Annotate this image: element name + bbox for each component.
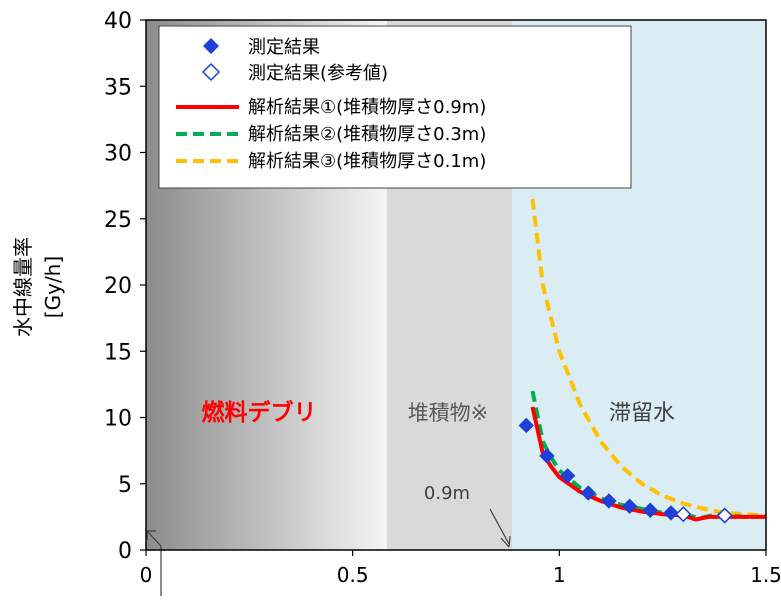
y-axis-ticks: 0 5 10 15 20 25 30 35 40 (104, 9, 146, 564)
series-layer (518, 198, 767, 524)
y-tick-label: 15 (104, 340, 132, 365)
legend-symbol-reference (201, 62, 221, 82)
legend-label-analysis-3: 解析結果③(堆積物厚さ0.1m) (248, 151, 486, 172)
data-point-reference (716, 507, 733, 524)
annotation-arrow-line (489, 508, 510, 545)
legend-label-analysis-2: 解析結果②(堆積物厚さ0.3m) (248, 124, 486, 145)
data-point-measured (518, 417, 534, 434)
legend-label-analysis-1: 解析結果①(堆積物厚さ0.9m) (248, 97, 486, 118)
y-axis-label: 水中線量率 [Gy/h] (11, 237, 65, 337)
x-tick-label: 0 (140, 563, 153, 587)
annotation-label: 0.9m (424, 483, 470, 504)
annotation-0-9m: 0.9m (424, 483, 511, 548)
y-tick-label: 10 (104, 407, 132, 432)
series-line-3 (530, 390, 766, 521)
y-tick-label: 20 (104, 274, 132, 299)
data-point-measured (539, 448, 555, 464)
data-point-measured (621, 498, 638, 514)
y-axis-label-line1: 水中線量率 (11, 237, 35, 337)
region-label-deposit: 堆積物※ (408, 401, 489, 425)
region-labels: 燃料デブリ 堆積物※ 滞留水 (202, 399, 676, 426)
region-label-water: 滞留水 (609, 401, 675, 426)
data-point-measured (559, 468, 576, 484)
x-tick-label: 0.5 (337, 563, 369, 587)
series-line-4 (530, 198, 767, 518)
data-point-measured (642, 502, 658, 518)
data-point-measured (663, 505, 679, 521)
legend-label-reference: 測定結果(参考値) (248, 63, 388, 84)
origin-marker-arrow (146, 530, 162, 547)
legend-symbol-measured (203, 38, 219, 54)
y-tick-label: 25 (104, 208, 132, 233)
annotation-arrowhead (500, 535, 511, 548)
data-point-measured (601, 493, 617, 509)
y-tick-label: 0 (118, 539, 132, 564)
data-point-measured (580, 485, 596, 501)
data-point-reference (675, 506, 692, 523)
x-tick-label: 1 (553, 563, 566, 587)
origin-marker (146, 530, 162, 596)
y-tick-label: 5 (118, 473, 132, 498)
x-tick-label: 1.5 (750, 563, 781, 587)
y-tick-label: 30 (104, 142, 132, 167)
y-tick-label: 40 (104, 9, 132, 34)
y-axis-label-line2: [Gy/h] (41, 256, 65, 318)
legend: 測定結果 測定結果(参考値) 解析結果①(堆積物厚さ0.9m) 解析結果②(堆積… (158, 25, 632, 189)
y-tick-label: 35 (104, 75, 132, 100)
region-label-debris: 燃料デブリ (202, 399, 317, 426)
x-axis-ticks: 0 0.5 1 1.5 (140, 550, 781, 587)
legend-label-measured: 測定結果 (248, 37, 320, 58)
